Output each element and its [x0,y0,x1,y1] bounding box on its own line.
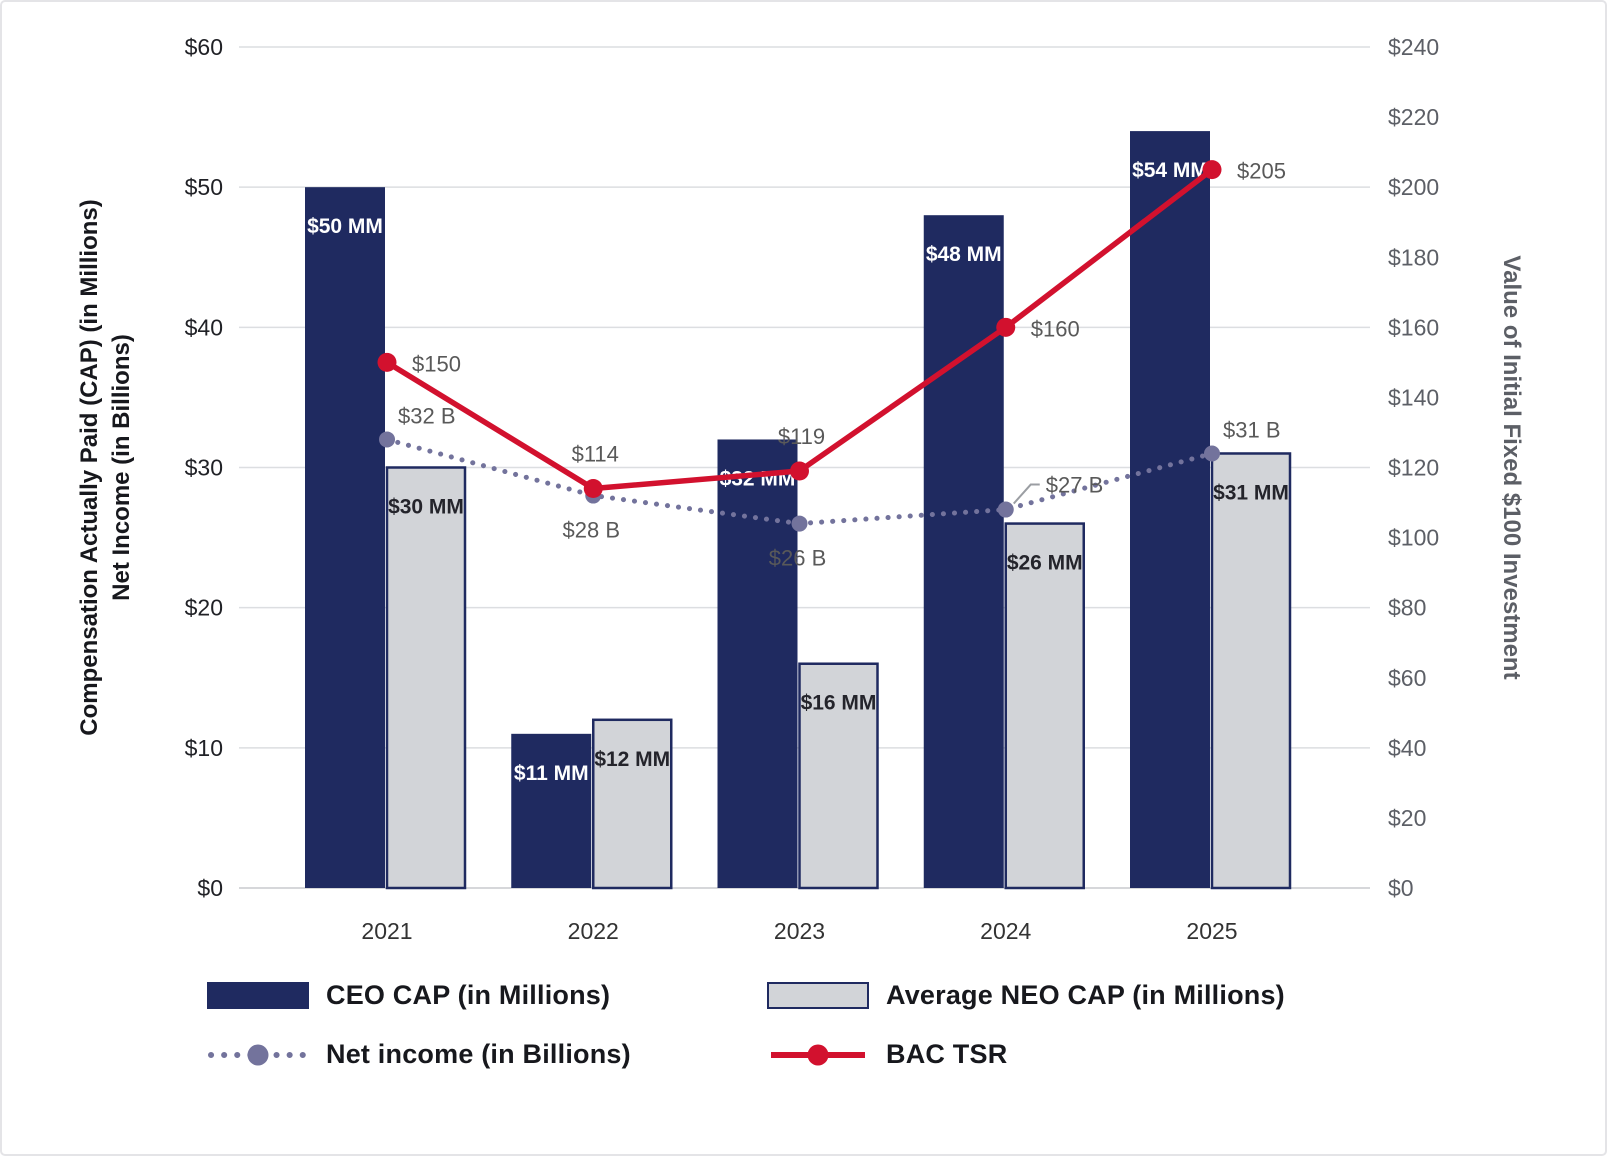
svg-text:$0: $0 [197,875,223,901]
right-axis-title: Value of Initial Fixed $100 Investment [1498,255,1525,679]
svg-text:$60: $60 [1388,665,1426,691]
svg-text:$11 MM: $11 MM [514,762,589,785]
bars [305,131,1292,890]
net-income-line-sample-icon [208,1044,308,1065]
chart-area: $0 $10 $20 $30 $40 $50 $60 $0 $20 $40 $60 $80 $100 $1… [2,2,1605,964]
svg-text:$20: $20 [1388,805,1426,831]
svg-text:$100: $100 [1388,525,1439,551]
left-axis-tick-labels: $0 $10 $20 $30 $40 $50 $60 [185,34,223,901]
svg-text:$50: $50 [185,174,223,200]
svg-text:$200: $200 [1388,174,1439,200]
svg-text:$26 B: $26 B [769,546,827,571]
svg-text:2022: 2022 [568,918,619,944]
svg-text:2021: 2021 [361,918,412,944]
bac-tsr-point [377,352,397,372]
svg-text:$40: $40 [185,314,223,340]
legend-item-neo-cap: Average NEO CAP (in Millions) [767,980,1605,1011]
svg-text:$160: $160 [1031,316,1080,341]
svg-text:$220: $220 [1388,104,1439,130]
svg-text:$119: $119 [778,424,825,449]
svg-text:$160: $160 [1388,314,1439,340]
svg-text:$140: $140 [1388,384,1439,410]
bac-tsr-point [996,317,1016,337]
net-income-point [379,431,395,448]
legend: CEO CAP (in Millions) Average NEO CAP (i… [2,980,1605,1070]
svg-text:$114: $114 [572,442,619,467]
svg-text:$31 B: $31 B [1223,417,1281,442]
svg-text:$50 MM: $50 MM [307,215,383,238]
svg-text:$80: $80 [1388,595,1426,621]
legend-label-bac-tsr: BAC TSR [886,1039,1008,1069]
svg-text:$12 MM: $12 MM [594,748,670,771]
svg-text:2023: 2023 [774,918,825,944]
ceo-cap-bar [305,187,385,888]
svg-text:$16 MM: $16 MM [801,692,877,715]
legend-label-net-income: Net income (in Billions) [326,1039,631,1069]
left-axis-title-line1: Compensation Actually Paid (CAP) (in Mil… [76,199,103,735]
legend-label-neo-cap: Average NEO CAP (in Millions) [886,980,1285,1010]
ceo-cap-bar [717,439,798,888]
svg-text:$30: $30 [185,455,223,481]
svg-text:$48 MM: $48 MM [926,243,1002,266]
ceo-cap-bar [1130,131,1210,889]
bac-tsr-point [1202,160,1222,180]
neo-cap-bar [385,466,467,890]
svg-text:2024: 2024 [980,918,1031,944]
neo-cap-swatch [767,982,869,1009]
legend-label-ceo-cap: CEO CAP (in Millions) [326,980,611,1010]
svg-text:$20: $20 [185,595,223,621]
svg-text:$0: $0 [1388,875,1414,901]
legend-item-ceo-cap: CEO CAP (in Millions) [207,980,767,1011]
axis-titles: Compensation Actually Paid (CAP) (in Mil… [76,199,1525,735]
neo-cap-bar [592,718,673,890]
net-income-point [791,515,808,532]
svg-text:$10: $10 [185,735,223,761]
neo-cap-bar [798,662,879,890]
neo-cap-bar [1004,522,1085,890]
legend-item-bac-tsr: BAC TSR [767,1039,1605,1070]
svg-text:$150: $150 [412,351,461,376]
net-income-point [1204,445,1220,462]
bar-labels: $50 MM$30 MM$11 MM$12 MM$32 MM$16 MM$48 … [307,159,1289,785]
bac-tsr-line [377,160,1222,499]
right-axis-tick-labels: $0 $20 $40 $60 $80 $100 $120 $140 $160 $180 $200 $2… [1388,34,1439,901]
legend-item-net-income: Net income (in Billions) [207,1039,767,1070]
svg-text:$30 MM: $30 MM [388,496,464,519]
ceo-cap-bar [511,733,592,888]
svg-text:$240: $240 [1388,34,1439,60]
bac-tsr-point [790,461,809,481]
svg-text:$28 B: $28 B [563,518,621,543]
svg-text:$120: $120 [1388,455,1439,481]
ceo-cap-bar [923,215,1004,888]
svg-text:$54 MM: $54 MM [1132,159,1208,182]
bac-tsr-point [583,479,603,499]
svg-text:$205: $205 [1237,159,1286,184]
svg-text:$31 MM: $31 MM [1213,481,1289,504]
svg-text:$27 B: $27 B [1046,473,1104,498]
svg-text:$60: $60 [185,34,223,60]
net-income-point [997,501,1014,518]
ceo-cap-swatch [207,982,309,1009]
svg-text:2025: 2025 [1186,918,1237,944]
x-axis-labels: 2021 2022 2023 2024 2025 [361,918,1237,944]
bac-tsr-line-sample-icon [771,1044,865,1065]
svg-text:$32 B: $32 B [398,403,456,428]
point-labels: $32 B $28 B $26 B $27 B $31 B $150 $114 $119 $16… [398,159,1286,571]
svg-text:$40: $40 [1388,735,1426,761]
neo-cap-bar [1210,452,1292,890]
left-axis-title-line2: Net Income (in Billions) [108,334,135,601]
svg-text:$26 MM: $26 MM [1007,552,1083,575]
svg-text:$180: $180 [1388,244,1439,270]
chart-svg: $0 $10 $20 $30 $40 $50 $60 $0 $20 $40 $60 $80 $100 $1… [76,34,1525,944]
